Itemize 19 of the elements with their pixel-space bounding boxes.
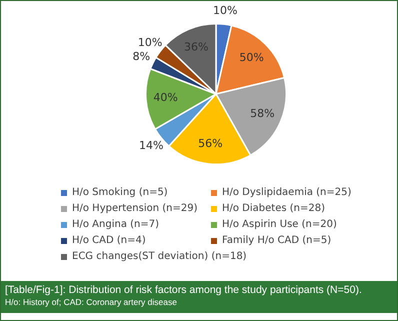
legend-label: H/o Hypertension (n=29): [72, 203, 198, 214]
data-label: 10%: [138, 36, 162, 49]
data-label: 14%: [139, 139, 164, 152]
data-label: 10%: [213, 4, 238, 18]
legend-label: H/o CAD (n=4): [72, 235, 146, 246]
legend-label: H/o Dyslipidaemia (n=25): [222, 187, 352, 198]
data-label: 40%: [153, 90, 178, 104]
legend-label: H/o Aspirin Use (n=20): [222, 219, 337, 230]
legend-label: Family H/o CAD (n=5): [222, 235, 332, 246]
data-label: 8%: [132, 50, 150, 64]
data-label: 56%: [198, 137, 223, 150]
legend-label: H/o Angina (n=7): [72, 219, 160, 230]
legend-label: H/o Diabetes (n=28): [222, 203, 325, 214]
data-label: 58%: [250, 107, 275, 120]
legend-label: H/o Smoking (n=5): [72, 187, 168, 198]
data-label: 50%: [239, 50, 264, 64]
text: [Table/Fig-1]: Distribution of risk factors among the study participants (N=50).: [5, 284, 363, 297]
text: H/o: History of; CAD: Coronary artery disease: [5, 297, 178, 308]
legend-label: ECG changes(ST deviation) (n=18): [72, 251, 247, 262]
